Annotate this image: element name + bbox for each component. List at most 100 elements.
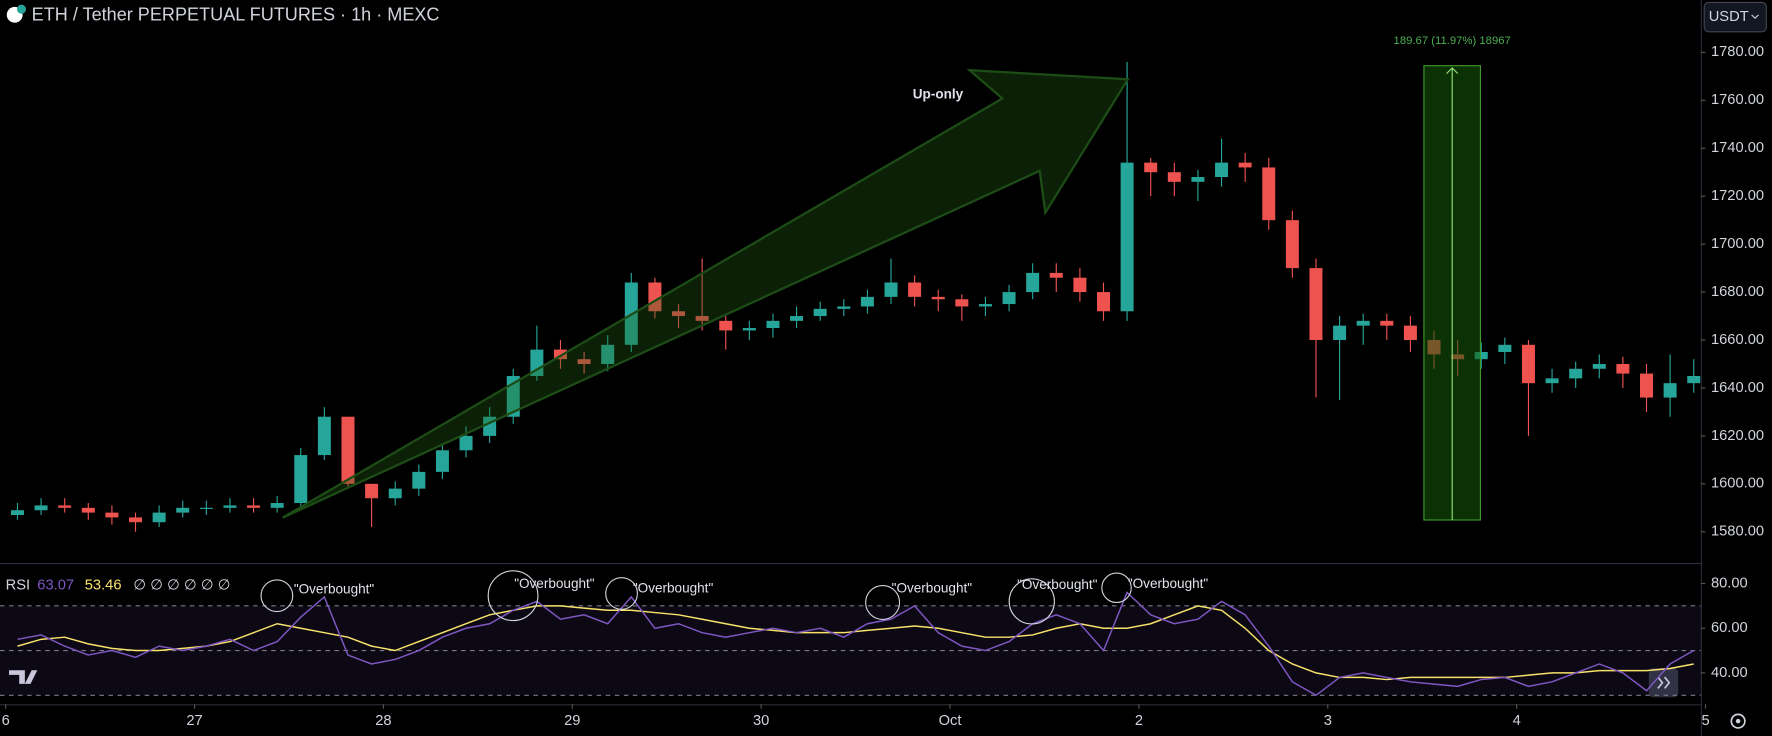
- logo: [9, 670, 38, 684]
- annotation-circle: [865, 584, 901, 621]
- candle-body: [1285, 220, 1299, 269]
- candle-body: [553, 349, 567, 360]
- candle-body: [10, 510, 24, 516]
- scroll-button[interactable]: [1648, 668, 1679, 698]
- currency-button-box[interactable]: [1703, 1, 1767, 33]
- candle-body: [341, 416, 355, 484]
- candle-body: [766, 320, 780, 329]
- candle-body: [199, 507, 213, 509]
- candle-body: [1403, 325, 1417, 341]
- candle-body: [837, 306, 851, 309]
- candle-body: [152, 512, 166, 523]
- currency-caret[interactable]: [1751, 14, 1759, 20]
- candle-body: [860, 296, 874, 307]
- candle-body: [601, 344, 615, 364]
- candle-body: [459, 435, 473, 451]
- candle-body: [1545, 378, 1559, 384]
- x-tick-label: 28: [375, 713, 391, 729]
- y-tick-label: 1660.00: [1711, 332, 1764, 348]
- y-tick-label: 1760.00: [1711, 92, 1764, 108]
- measure-arrowhead: [1446, 67, 1459, 75]
- candle-body: [388, 488, 402, 499]
- settings-button[interactable]: [1730, 713, 1746, 729]
- x-tick-label: Oct: [939, 713, 962, 729]
- candle-body: [412, 471, 426, 489]
- y-tick-label: 40.00: [1711, 665, 1748, 681]
- symbol-icon-badge: [16, 4, 26, 14]
- scroll-chevron[interactable]: [1657, 676, 1664, 689]
- candle-body: [1309, 268, 1323, 341]
- annotation-circle: [1008, 578, 1055, 625]
- candle-body: [1569, 368, 1583, 379]
- y-tick-label: 1720.00: [1711, 188, 1764, 204]
- annotation-text: "Overbought": [1017, 577, 1098, 592]
- candle-body: [1167, 172, 1181, 182]
- candle-body: [1238, 162, 1252, 168]
- y-tick-label: 1700.00: [1711, 236, 1764, 252]
- candle-body: [1521, 344, 1535, 384]
- candle-body: [1026, 272, 1040, 293]
- y-tick-label: 80.00: [1711, 575, 1748, 591]
- candle-body: [1262, 167, 1276, 221]
- candle-body: [1640, 373, 1653, 398]
- rsi-line: [17, 605, 1694, 681]
- candle-body: [813, 308, 827, 317]
- candle-body: [34, 505, 48, 511]
- indicator-name: RSI: [6, 577, 30, 593]
- candle-body: [1215, 162, 1229, 178]
- logo-shape: [9, 670, 38, 684]
- candle-body: [955, 299, 969, 307]
- annotation-circle: [260, 579, 294, 613]
- candle-body: [648, 282, 662, 312]
- candle-body: [1380, 320, 1394, 326]
- settings-gear-center[interactable]: [1735, 718, 1741, 724]
- x-tick-label: 27: [186, 713, 202, 729]
- y-tick-label: 1620.00: [1711, 428, 1764, 444]
- y-tick-label: 1600.00: [1711, 476, 1764, 492]
- candle-body: [577, 359, 591, 364]
- candle-body: [129, 517, 143, 523]
- candle-body: [1356, 320, 1370, 326]
- y-tick-label: 1580.00: [1711, 524, 1764, 540]
- currency-button[interactable]: USDT: [1703, 1, 1767, 33]
- indicator-inputs: ∅ ∅ ∅ ∅ ∅ ∅: [133, 577, 230, 593]
- candle-body: [530, 349, 544, 376]
- candle-body: [719, 320, 733, 331]
- candle-body: [978, 304, 992, 307]
- annotation-text: "Overbought": [633, 581, 714, 596]
- rsi-line: [17, 591, 1695, 697]
- currency-label[interactable]: USDT: [1709, 9, 1749, 25]
- annotation-circle: [605, 577, 638, 610]
- candle-body: [1002, 292, 1016, 305]
- candle-body: [1592, 363, 1606, 369]
- annotation-circle: [1101, 572, 1132, 604]
- annotation-text: "Overbought": [294, 582, 375, 597]
- candle-body: [317, 416, 331, 456]
- annotation-text: Up-only: [913, 87, 964, 102]
- candle-body: [884, 282, 898, 297]
- candle-body: [1073, 277, 1087, 293]
- x-tick-label: 4: [1513, 713, 1521, 729]
- indicator-value: 53.46: [85, 577, 122, 593]
- candle-body: [176, 507, 190, 513]
- x-tick-label: 6: [2, 713, 10, 729]
- candle-body: [105, 512, 119, 518]
- annotation-text: "Overbought": [514, 576, 595, 591]
- y-tick-label: 1640.00: [1711, 380, 1764, 396]
- scroll-button-box[interactable]: [1648, 668, 1679, 698]
- measure-tool: [1423, 65, 1481, 521]
- candle-body: [742, 328, 756, 331]
- x-tick-label: 29: [564, 713, 580, 729]
- candle-body: [1144, 162, 1158, 173]
- scroll-chevron[interactable]: [1663, 676, 1671, 689]
- candle-body: [790, 316, 804, 321]
- candle-body: [1333, 325, 1347, 341]
- candle-body: [1474, 352, 1488, 360]
- candle-body: [81, 507, 95, 513]
- candle-body: [294, 455, 308, 504]
- candle-body: [1191, 177, 1205, 182]
- settings-gear[interactable]: [1730, 713, 1746, 729]
- y-tick-label: 1780.00: [1711, 44, 1764, 60]
